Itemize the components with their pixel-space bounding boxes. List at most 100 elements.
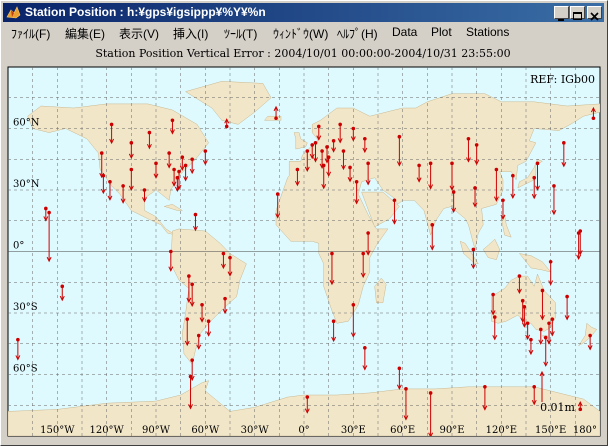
menu-tools[interactable]: ﾂｰﾙ(T) [224,27,258,41]
maximize-button[interactable] [570,6,585,20]
station-arrow-head [275,213,281,219]
station-arrow-head [186,297,192,304]
station-marker [471,247,476,252]
minimize-button[interactable] [554,6,569,21]
station-marker [392,198,397,203]
station-arrow-head [227,271,233,277]
title-bar[interactable]: Station Position : h:¥gps¥igsippp¥%Y¥%n [3,3,604,22]
africa-eurasia [275,93,600,324]
menu-bar: ﾌｧｲﾙ(F) 編集(E) 表示(V) 挿入(I) ﾂｰﾙ(T) ｳｨﾝﾄﾞｳ(… [3,23,604,43]
x-tick-label: 90°E [439,425,464,436]
menu-help[interactable]: ﾍﾙﾌﾟ(H) [337,27,378,41]
station-marker [517,274,522,278]
station-arrow-head [174,186,180,193]
station-arrow [538,327,544,345]
madagascar [374,277,387,304]
station-arrow-head [100,188,106,195]
station-arrow-head [329,279,335,286]
station-arrow-head [548,280,554,286]
menu-insert[interactable]: 挿入(I) [173,27,209,41]
station-marker [313,141,318,145]
station-arrow [396,134,402,167]
station-arrow [493,167,499,202]
station-marker [525,321,530,326]
cuba [163,204,184,211]
station-arrow-head [321,183,327,190]
station-arrow [326,155,332,177]
station-arrow [220,251,226,270]
station-marker [129,167,134,172]
station-arrow-head [273,105,279,112]
scale-arrow-head [539,370,545,377]
great-britain [293,132,308,150]
x-tick-label: 180° [573,425,597,436]
station-arrow [189,157,195,175]
station-arrow-head [590,106,596,113]
station-marker [491,292,495,297]
station-marker [428,161,433,166]
station-arrow-head [365,180,371,186]
station-marker [154,161,158,166]
menu-stations[interactable]: Stations [466,25,510,39]
station-arrow-head [350,332,356,338]
station-arrow [525,321,531,340]
close-button[interactable] [587,6,602,21]
station-arrow [128,167,134,192]
station-arrow-head [428,184,434,190]
station-marker [529,337,533,342]
station-arrow-head [15,355,21,361]
borneo [482,238,500,261]
station-marker [451,190,456,194]
station-marker [338,122,342,127]
menu-edit[interactable]: 編集(E) [65,27,105,41]
grid-lines [8,67,600,436]
station-arrow [222,296,228,315]
station-arrow [428,161,434,190]
station-arrow-head [521,322,527,328]
window-title: Station Position : h:¥gps¥igsippp¥%Y¥%n [25,5,266,19]
station-arrow [416,163,422,183]
station-marker [511,173,515,178]
station-arrow [171,167,177,187]
station-marker [361,251,366,256]
station-marker [101,173,106,178]
menu-data[interactable]: Data [392,25,418,39]
station-arrow [316,124,322,141]
station-marker [354,180,359,184]
menu-plot[interactable]: Plot [431,25,452,39]
station-arrow-head [120,198,126,204]
station-arrow-head [429,245,435,251]
station-arrow-head [465,157,471,163]
station-arrow [166,151,172,169]
station-arrow-head [587,345,593,351]
station-arrow-head [525,334,531,340]
menu-file[interactable]: ﾌｧｲﾙ(F) [11,27,51,41]
station-arrow-head [128,185,134,192]
station-arrow [521,305,527,328]
scale-arrow: 0.01m [539,370,576,414]
menu-window[interactable]: ｳｨﾝﾄﾞｳ(W) [273,27,329,41]
station-marker [363,136,367,141]
station-arrow-head [470,263,476,270]
station-arrow [179,155,185,171]
station-arrow-head [428,432,434,436]
x-tick-label: 150°E [535,425,566,436]
station-marker [275,192,280,196]
chart-title: Station Position Vertical Error : 2004/1… [95,47,511,60]
philippines [501,214,512,238]
station-arrow-head [365,250,371,256]
x-tick-label: 30°W [241,425,270,436]
station-marker [450,161,454,166]
station-arrow-head [331,336,337,343]
station-arrow-head [362,147,368,154]
station-arrow [183,163,189,182]
menu-view[interactable]: 表示(V) [119,27,159,41]
close-icon [590,12,599,21]
station-marker [578,407,583,412]
station-marker [172,167,176,172]
station-arrow [546,321,552,345]
station-marker [147,130,152,135]
station-marker [404,387,408,391]
station-marker [121,184,125,188]
station-marker [474,143,479,147]
